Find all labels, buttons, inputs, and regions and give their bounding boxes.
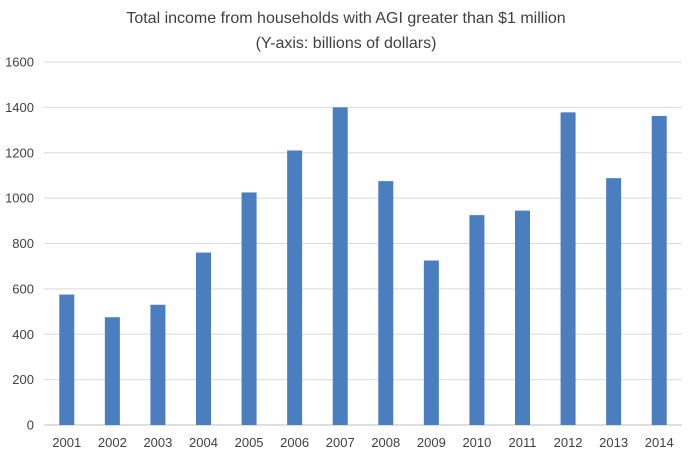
bar-2001 (59, 294, 75, 425)
bar-2007 (332, 107, 348, 425)
y-tick-label: 1400 (5, 100, 34, 115)
x-tick-label: 2009 (417, 435, 446, 450)
bar-2002 (104, 317, 120, 425)
bar-2014 (651, 115, 667, 425)
x-tick-label: 2010 (462, 435, 491, 450)
x-tick-label: 2001 (52, 435, 81, 450)
x-tick-label: 2014 (645, 435, 674, 450)
x-tick-label: 2002 (98, 435, 127, 450)
y-tick-label: 1200 (5, 145, 34, 160)
bar-2005 (241, 192, 257, 425)
chart-subtitle: (Y-axis: billions of dollars) (255, 35, 437, 52)
bar-2004 (196, 252, 211, 425)
bar-2013 (606, 178, 622, 425)
x-axis-labels: 2001 2002 2003 2004 2005 2006 2007 2008 2009 2010… (52, 435, 673, 450)
x-tick-label: 2004 (189, 435, 218, 450)
x-tick-label: 2006 (280, 435, 309, 450)
x-tick-label: 2011 (509, 435, 537, 450)
x-tick-label: 2012 (554, 435, 583, 450)
x-tick-label: 2007 (326, 435, 355, 450)
y-tick-label: 200 (12, 372, 34, 387)
y-axis-labels: 0 200 400 600 800 1000 1200 1400 1600 (5, 55, 34, 433)
x-tick-label: 2005 (235, 435, 264, 450)
x-tick-label: 2003 (143, 435, 172, 450)
y-tick-label: 0 (27, 418, 34, 433)
y-tick-label: 1000 (5, 191, 34, 206)
y-tick-label: 400 (12, 327, 34, 342)
bars (59, 107, 667, 426)
bar-2012 (560, 112, 576, 426)
y-tick-label: 800 (12, 236, 34, 251)
bar-2011 (515, 210, 530, 425)
x-tick-label: 2013 (599, 435, 628, 450)
bar-2008 (378, 181, 394, 425)
y-tick-label: 600 (12, 281, 34, 296)
bar-2010 (469, 215, 485, 425)
bar-2003 (150, 304, 166, 425)
chart-title: Total income from households with AGI gr… (126, 10, 566, 27)
bar-2006 (287, 150, 303, 425)
bar-2009 (423, 260, 439, 425)
x-tick-label: 2008 (371, 435, 400, 450)
gridlines (44, 61, 682, 426)
y-tick-label: 1600 (5, 55, 34, 70)
